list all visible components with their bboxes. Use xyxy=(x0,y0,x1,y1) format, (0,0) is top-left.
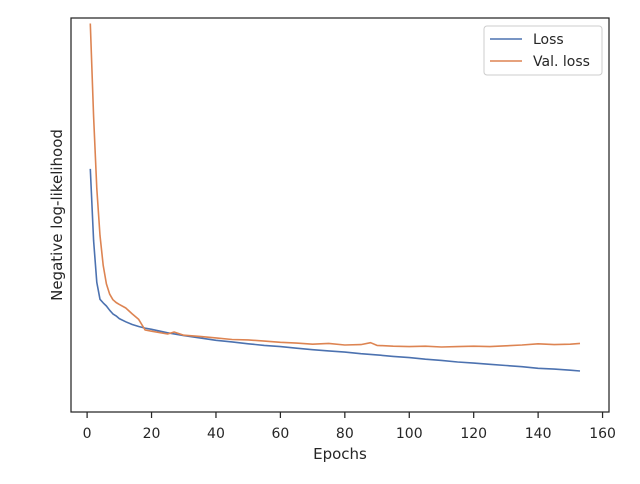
plot-area xyxy=(70,17,610,413)
legend-label: Loss xyxy=(533,32,564,48)
x-tick-label: 160 xyxy=(589,426,616,442)
y-axis-label: Negative log-likelihood xyxy=(48,129,66,301)
x-tick-label: 40 xyxy=(207,426,225,442)
x-tick-label: 0 xyxy=(83,426,92,442)
series-layer xyxy=(89,23,581,372)
legend: Loss Val. loss xyxy=(483,25,603,76)
x-axis-label: Epochs xyxy=(313,445,367,463)
x-tick-label: 20 xyxy=(143,426,161,442)
legend-label: Val. loss xyxy=(533,54,590,70)
x-tick-label: 140 xyxy=(525,426,552,442)
plot-frame xyxy=(70,17,610,413)
x-tick-label: 80 xyxy=(336,426,354,442)
x-tick-label: 120 xyxy=(460,426,487,442)
series-line xyxy=(89,168,581,372)
x-axis-ticks: 0 20 40 60 80 100 120 140 160 xyxy=(83,412,616,442)
series-line xyxy=(89,23,581,348)
x-tick-label: 60 xyxy=(271,426,289,442)
x-tick-label: 100 xyxy=(396,426,423,442)
